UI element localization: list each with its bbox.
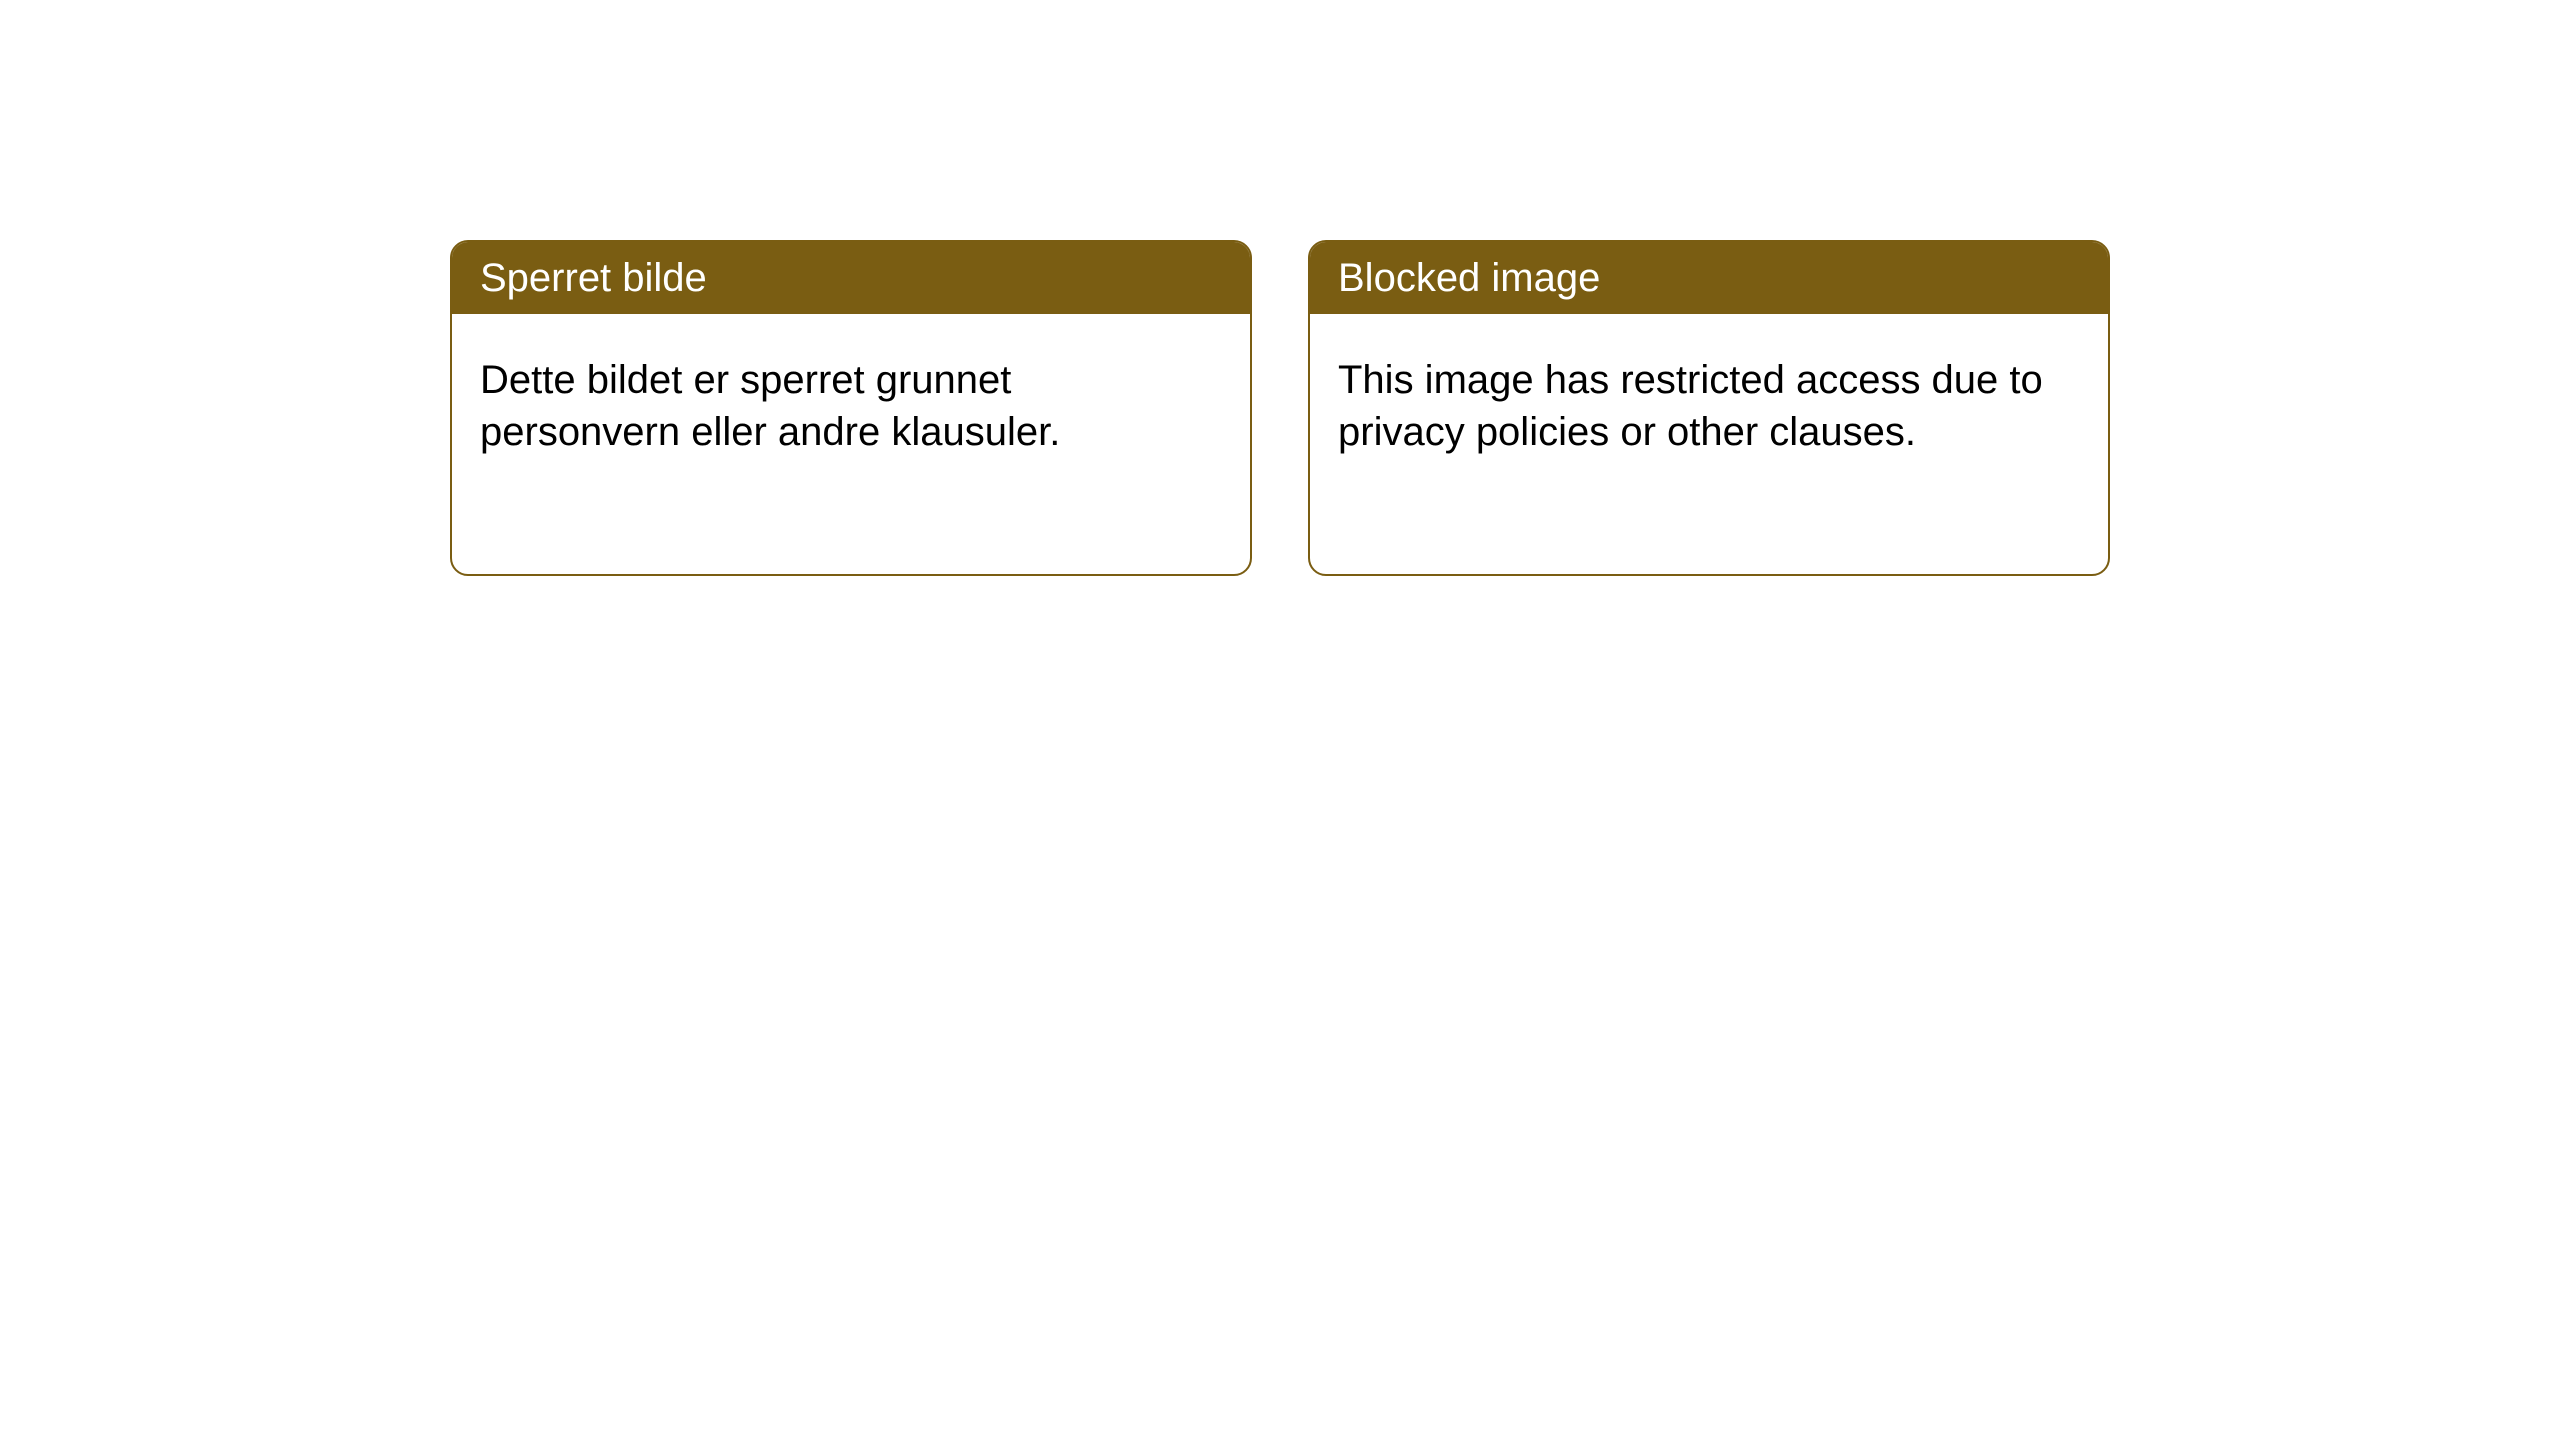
card-header-norwegian: Sperret bilde	[452, 242, 1250, 314]
card-body-norwegian: Dette bildet er sperret grunnet personve…	[452, 314, 1250, 498]
card-body-english: This image has restricted access due to …	[1310, 314, 2108, 498]
cards-container: Sperret bilde Dette bildet er sperret gr…	[450, 240, 2110, 576]
card-english: Blocked image This image has restricted …	[1308, 240, 2110, 576]
card-norwegian: Sperret bilde Dette bildet er sperret gr…	[450, 240, 1252, 576]
card-header-english: Blocked image	[1310, 242, 2108, 314]
